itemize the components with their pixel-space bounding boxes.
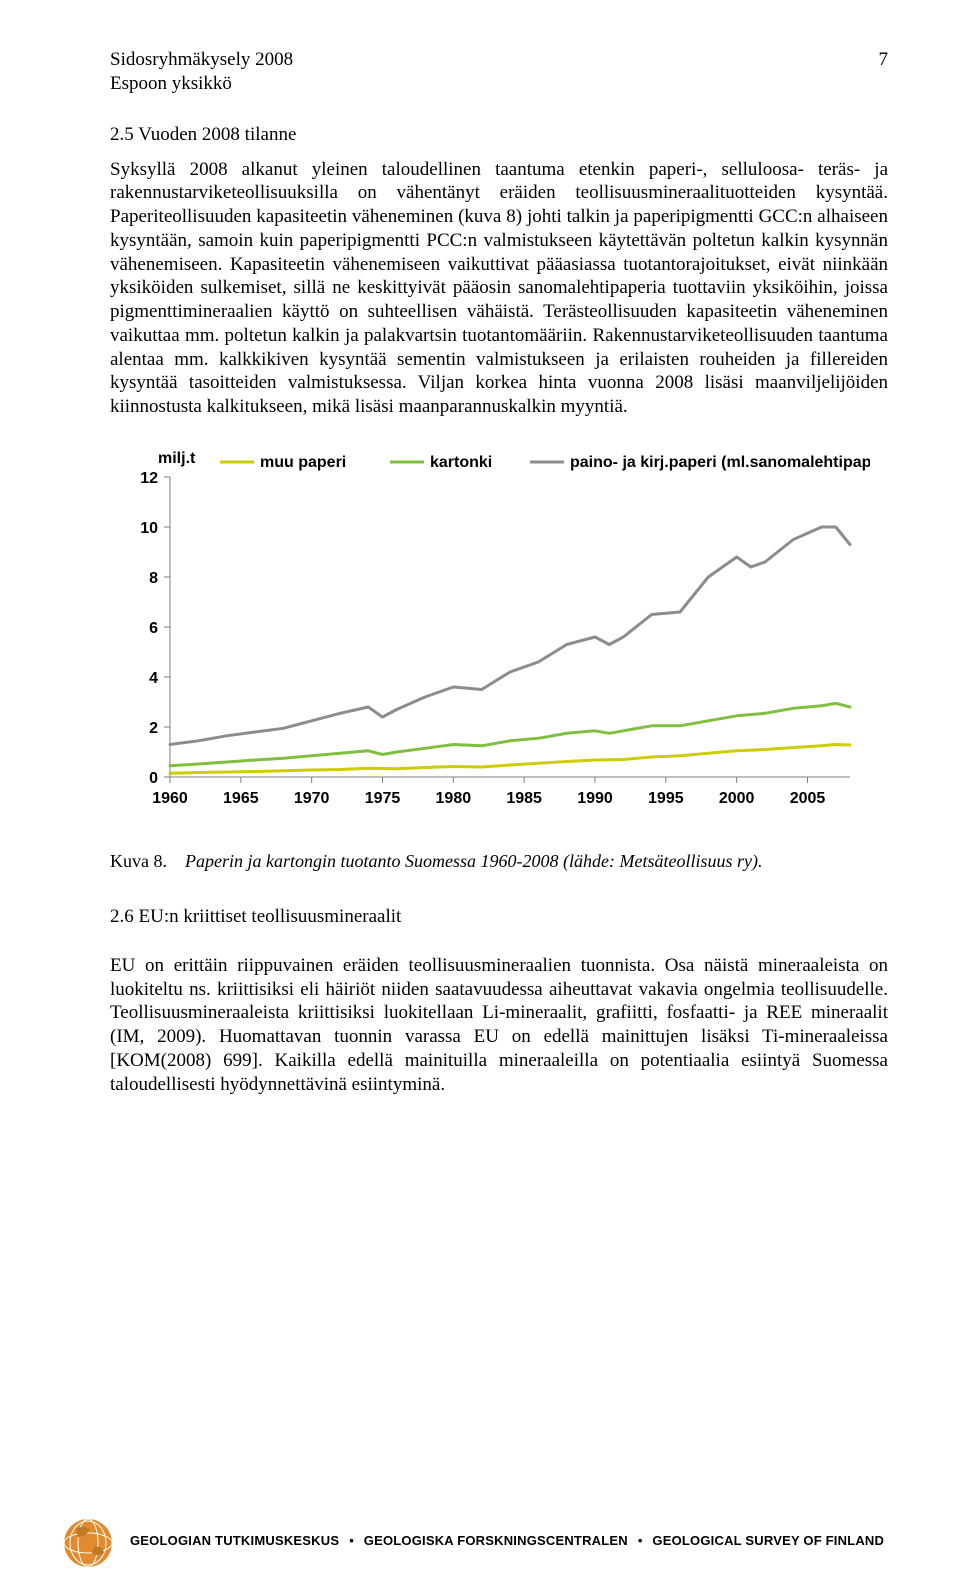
svg-text:2: 2 xyxy=(149,720,158,737)
footer-bullet-2: • xyxy=(638,1533,643,1548)
svg-text:kartonki: kartonki xyxy=(430,454,492,471)
footer-bullet-1: • xyxy=(349,1533,354,1548)
line-chart-svg: milj.t muu paperi kartonki paino- ja kirj.p… xyxy=(110,437,870,837)
svg-text:1975: 1975 xyxy=(365,790,401,807)
svg-text:1995: 1995 xyxy=(648,790,684,807)
section-2-5-body: Syksyllä 2008 alkanut yleinen taloudelli… xyxy=(110,158,888,419)
gtk-logo-icon xyxy=(60,1513,116,1569)
section-2-6-body: EU on erittäin riippuvainen eräiden teol… xyxy=(110,954,888,1097)
section-2-6-heading: 2.6 EU:n kriittiset teollisuusmineraalit xyxy=(110,906,888,928)
svg-text:8: 8 xyxy=(149,570,158,587)
svg-text:0: 0 xyxy=(149,770,158,787)
footer-org-1: GEOLOGIAN TUTKIMUSKESKUS xyxy=(130,1533,339,1548)
footer-org-3: GEOLOGICAL SURVEY OF FINLAND xyxy=(652,1533,884,1548)
footer-org-2: GEOLOGISKA FORSKNINGSCENTRALEN xyxy=(364,1533,628,1548)
svg-text:2005: 2005 xyxy=(790,790,826,807)
page-header: Sidosryhmäkysely 2008 Espoon yksikkö 7 xyxy=(110,48,888,96)
svg-text:1985: 1985 xyxy=(506,790,542,807)
page-number: 7 xyxy=(879,48,889,96)
svg-text:milj.t: milj.t xyxy=(158,450,196,467)
svg-text:muu paperi: muu paperi xyxy=(260,454,346,471)
doc-title: Sidosryhmäkysely 2008 xyxy=(110,48,293,72)
caption-label: Kuva 8. xyxy=(110,851,167,871)
figure-8-chart: milj.t muu paperi kartonki paino- ja kirj.p… xyxy=(110,437,888,837)
svg-text:1970: 1970 xyxy=(294,790,330,807)
svg-text:1960: 1960 xyxy=(152,790,188,807)
footer-text-row: GEOLOGIAN TUTKIMUSKESKUS • GEOLOGISKA FO… xyxy=(130,1532,884,1550)
section-2-5-heading: 2.5 Vuoden 2008 tilanne xyxy=(110,124,888,146)
page-footer: GEOLOGIAN TUTKIMUSKESKUS • GEOLOGISKA FO… xyxy=(0,1513,960,1569)
figure-8-caption: Kuva 8. Paperin ja kartongin tuotanto Su… xyxy=(110,851,888,872)
doc-subtitle: Espoon yksikkö xyxy=(110,72,293,96)
svg-text:12: 12 xyxy=(140,470,158,487)
header-left: Sidosryhmäkysely 2008 Espoon yksikkö xyxy=(110,48,293,96)
svg-text:paino- ja kirj.paperi (ml.sano: paino- ja kirj.paperi (ml.sanomalehtipap… xyxy=(570,454,870,471)
svg-text:10: 10 xyxy=(140,520,158,537)
svg-text:1990: 1990 xyxy=(577,790,613,807)
svg-text:1965: 1965 xyxy=(223,790,259,807)
page: Sidosryhmäkysely 2008 Espoon yksikkö 7 2… xyxy=(0,0,960,1593)
svg-text:6: 6 xyxy=(149,620,158,637)
svg-text:4: 4 xyxy=(149,670,158,687)
svg-text:2000: 2000 xyxy=(719,790,755,807)
svg-text:1980: 1980 xyxy=(436,790,472,807)
caption-text: Paperin ja kartongin tuotanto Suomessa 1… xyxy=(185,851,762,871)
